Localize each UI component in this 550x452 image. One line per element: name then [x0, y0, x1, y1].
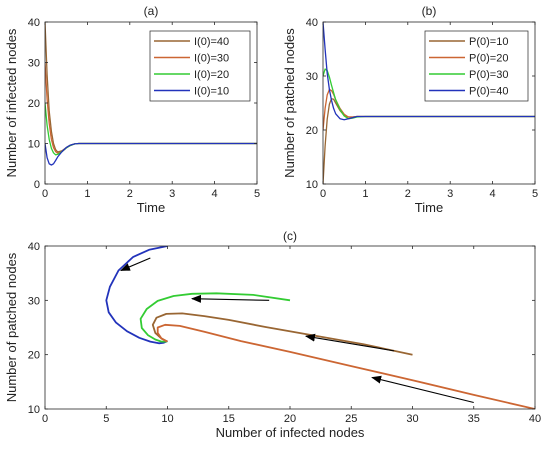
x-tick-label: 0: [42, 188, 48, 200]
y-tick-label: 20: [306, 125, 318, 137]
x-tick-label: 3: [447, 188, 453, 200]
x-tick-label: 2: [405, 188, 411, 200]
y-tick-label: 30: [28, 295, 40, 307]
legend-label: I(0)=40: [194, 36, 229, 48]
x-tick-label: 5: [103, 413, 109, 425]
direction-arrow: [304, 333, 395, 352]
axes-box: [322, 21, 536, 185]
y-tick-label: 10: [28, 139, 40, 151]
direction-arrow: [120, 257, 151, 271]
x-tick-label: 2: [127, 188, 133, 200]
y-tick-label: 0: [34, 179, 40, 191]
series-line: [323, 98, 535, 184]
chart-title: (c): [283, 229, 297, 243]
y-tick-label: 40: [28, 17, 40, 29]
chart-b: (b) 0 1 2 3 4 5 10 20 30 40 Time Number of patched n…: [282, 4, 538, 215]
legend-box: [149, 30, 251, 102]
chart-a: (a) 0 1 2 3 4 5 0 10 20 30 40 Time Number of infected…: [4, 4, 260, 215]
series-line: [139, 292, 291, 343]
y-axis-label: Number of patched nodes: [4, 252, 19, 402]
x-axis-label: Time: [137, 200, 165, 215]
x-tick-label: 0: [42, 413, 48, 425]
x-axis-label: Time: [415, 200, 443, 215]
y-tick-label: 40: [306, 17, 318, 29]
legend-label: P(0)=30: [469, 69, 508, 81]
chart-title: (a): [144, 4, 159, 18]
y-tick-label: 20: [28, 350, 40, 362]
plot-area: [323, 22, 535, 184]
series-line: [45, 102, 257, 156]
x-tick-label: 5: [254, 188, 260, 200]
chart-c: (c) 0 5 10 15 20 25 30 35 40 10 20 30 40 Number of inf…: [4, 229, 541, 440]
series-line: [323, 22, 535, 121]
direction-arrow: [191, 294, 270, 303]
legend-label: I(0)=30: [194, 53, 229, 65]
series-line: [105, 246, 168, 345]
y-tick-label: 30: [28, 58, 40, 70]
x-tick-label: 4: [490, 188, 496, 200]
plot-area: [45, 22, 257, 166]
x-tick-label: 0: [320, 188, 326, 200]
direction-arrow: [371, 375, 474, 404]
x-tick-label: 4: [212, 188, 218, 200]
x-tick-label: 15: [223, 413, 235, 425]
legend-label: I(0)=10: [194, 86, 229, 98]
legend-label: P(0)=40: [469, 86, 508, 98]
legend-label: P(0)=10: [469, 36, 508, 48]
series-line: [45, 142, 257, 166]
x-tick-label: 20: [284, 413, 296, 425]
x-tick-label: 10: [161, 413, 173, 425]
legend-box: [424, 30, 529, 102]
x-tick-label: 35: [468, 413, 480, 425]
x-tick-label: 25: [345, 413, 357, 425]
x-tick-label: 1: [84, 188, 90, 200]
chart-title: (b): [422, 4, 437, 18]
y-tick-label: 10: [28, 404, 40, 416]
y-axis-label: Number of infected nodes: [4, 28, 19, 177]
series-line: [151, 312, 413, 356]
y-tick-label: 30: [306, 71, 318, 83]
x-tick-label: 40: [529, 413, 541, 425]
legend: I(0)=40 I(0)=30 I(0)=20 I(0)=10: [149, 30, 251, 102]
x-tick-label: 1: [362, 188, 368, 200]
x-axis-label: Number of infected nodes: [216, 425, 365, 440]
y-tick-label: 10: [306, 179, 318, 191]
x-tick-label: 3: [169, 188, 175, 200]
y-tick-label: 20: [28, 98, 40, 110]
legend-label: P(0)=20: [469, 53, 508, 65]
x-tick-label: 5: [532, 188, 538, 200]
y-tick-label: 40: [28, 241, 40, 253]
plot-area: [105, 246, 535, 409]
y-axis-label: Number of patched nodes: [282, 28, 297, 178]
x-tick-label: 30: [406, 413, 418, 425]
series-line: [156, 323, 535, 409]
legend-label: I(0)=20: [194, 69, 229, 81]
legend: P(0)=10 P(0)=20 P(0)=30 P(0)=40: [424, 30, 529, 102]
